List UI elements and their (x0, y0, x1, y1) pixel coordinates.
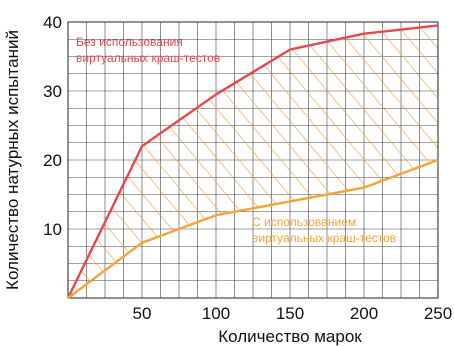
y-tick-label: 40 (43, 13, 62, 32)
x-tick-label: 150 (276, 304, 304, 323)
y-tick-label: 10 (43, 220, 62, 239)
series-line-without-virtual-tests (66, 24, 439, 299)
series-annotation-line: Без использования (76, 35, 183, 49)
x-tick-label: 250 (424, 304, 452, 323)
x-tick-label: 50 (133, 304, 152, 323)
x-tick-label: 200 (350, 304, 378, 323)
series-annotation-line: С использованием (252, 215, 356, 229)
series-annotation-line: виртуальных краш-тестов (76, 51, 220, 65)
series-line-with-virtual-tests (67, 158, 439, 299)
series-annotation-line: виртуальных краш-тестов (252, 231, 396, 245)
y-tick-label: 30 (43, 82, 62, 101)
y-axis-label: Количество натурных испытаний (3, 30, 22, 290)
x-axis-label: Количество марок (218, 327, 362, 346)
hatched-region-between-series (68, 25, 438, 298)
x-tick-label: 100 (202, 304, 230, 323)
y-tick-label: 20 (43, 151, 62, 170)
